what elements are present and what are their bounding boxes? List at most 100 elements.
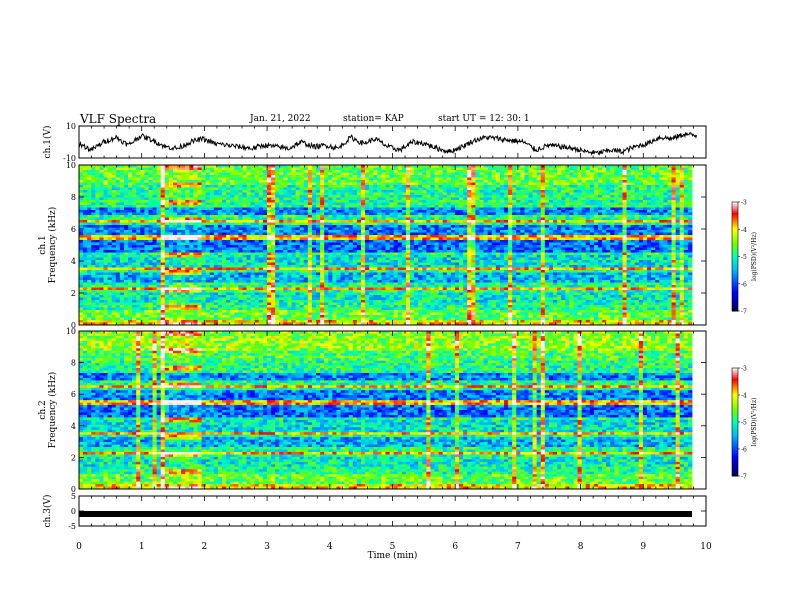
spectrogram-cell <box>111 212 117 216</box>
spectrogram-cell <box>246 277 252 281</box>
spectrogram-cell <box>95 175 100 178</box>
spectrogram-cell <box>275 207 280 211</box>
spectrogram-cell <box>340 230 346 233</box>
spectrogram-cell <box>303 182 309 186</box>
spectrogram-cell <box>193 187 198 191</box>
spectrogram-cell <box>377 202 382 206</box>
spectrogram-cell <box>181 240 186 243</box>
spectrogram-cell <box>103 225 109 228</box>
spectrogram-cell <box>271 207 276 211</box>
spectrogram-cell <box>389 285 395 288</box>
spectrogram-cell <box>246 265 252 268</box>
spectrogram-cell <box>205 182 211 186</box>
spectrogram-cell <box>91 270 96 273</box>
spectrogram-cell <box>365 262 370 266</box>
spectrogram-cell <box>87 167 92 171</box>
spectrogram-cell <box>156 252 162 256</box>
spectrogram-cell <box>307 177 313 181</box>
spectrogram-cell <box>111 207 117 211</box>
spectrogram-cell <box>172 307 178 311</box>
spectrogram-cell <box>132 170 137 173</box>
spectrogram-cell <box>226 277 231 281</box>
spectrogram-cell <box>156 205 162 208</box>
spectrogram-cell <box>266 167 272 171</box>
spectrogram-cell <box>79 250 84 253</box>
spectrogram-cell <box>128 250 133 253</box>
spectrogram-cell <box>152 255 158 258</box>
spectrogram-cell <box>217 207 223 211</box>
spectrogram-cell <box>226 257 231 261</box>
spectrogram-cell <box>189 202 194 206</box>
spectrogram-cell <box>189 270 194 273</box>
spectrogram-cell <box>242 300 247 303</box>
spectrogram-cell <box>234 290 239 293</box>
spectrogram-cell <box>148 255 153 258</box>
spectrogram-cell <box>332 282 337 286</box>
spectrogram-cell <box>172 235 178 238</box>
spectrogram-cell <box>320 320 325 323</box>
spectrogram-cell <box>144 292 149 296</box>
spectrogram-cell <box>250 180 256 183</box>
spectrogram-cell <box>201 242 207 246</box>
spectrogram-cell <box>393 227 399 231</box>
spectrogram-cell <box>79 165 84 168</box>
spectrogram-cell <box>369 255 374 258</box>
spectrogram-cell <box>271 190 276 193</box>
spectrogram-cell <box>168 177 174 181</box>
spectrogram-cell <box>79 175 84 178</box>
spectrogram-cell <box>79 260 84 263</box>
spectrogram-cell <box>295 245 301 248</box>
spectrogram-cell <box>197 310 202 313</box>
spectrogram-cell <box>365 312 370 316</box>
spectrogram-cell <box>193 270 198 273</box>
spectrogram-cell <box>287 205 292 208</box>
spectrogram-cell <box>128 285 133 288</box>
spectrogram-cell <box>348 310 354 313</box>
spectrogram-cell <box>107 207 113 211</box>
spectrogram-cell <box>377 307 382 311</box>
spectrogram-cell <box>226 165 231 168</box>
spectrogram-cell <box>205 175 211 178</box>
spectrogram-cell <box>275 235 280 238</box>
spectrogram-cell <box>393 300 399 303</box>
spectrogram-cell <box>119 305 125 308</box>
spectrogram-cell <box>168 165 174 168</box>
spectrogram-cell <box>111 275 117 278</box>
spectrogram-cell <box>262 187 268 191</box>
spectrogram-cell <box>177 292 182 296</box>
spectrogram-cell <box>205 187 211 191</box>
spectrogram-cell <box>226 210 231 213</box>
spectrogram-cell <box>91 227 96 231</box>
spectrogram-cell <box>136 210 141 213</box>
spectrogram-cell <box>303 207 309 211</box>
spectrogram-cell <box>360 260 366 263</box>
spectrogram-cell <box>91 247 96 251</box>
spectrogram-cell <box>209 315 215 318</box>
spectrogram-cell <box>250 225 256 228</box>
spectrogram-cell <box>148 230 153 233</box>
spectrogram-cell <box>152 195 158 198</box>
spectrogram-cell <box>377 237 382 241</box>
spectrogram-cell <box>185 260 190 263</box>
spectrogram-cell <box>99 287 104 291</box>
spectrogram-cell <box>291 250 296 253</box>
spectrogram-cell <box>238 322 243 326</box>
spectrogram-cell <box>132 242 137 246</box>
spectrogram-cell <box>360 245 366 248</box>
spectrogram-cell <box>79 222 84 226</box>
spectrogram-cell <box>185 302 190 306</box>
spectrogram-cell <box>332 285 337 288</box>
spectrogram-cell <box>242 237 247 241</box>
spectrogram-cell <box>168 225 174 228</box>
spectrogram-cell <box>217 217 223 221</box>
spectrogram-cell <box>217 302 223 306</box>
spectrogram-cell <box>360 217 366 221</box>
spectrogram-cell <box>340 315 346 318</box>
spectrogram-cell <box>344 260 350 263</box>
spectrogram-cell <box>185 252 190 256</box>
spectrogram-cell <box>209 295 215 298</box>
spectrogram-cell <box>115 275 121 278</box>
spectrogram-cell <box>369 222 374 226</box>
spectrogram-cell <box>360 320 366 323</box>
spectrogram-cell <box>99 307 104 311</box>
